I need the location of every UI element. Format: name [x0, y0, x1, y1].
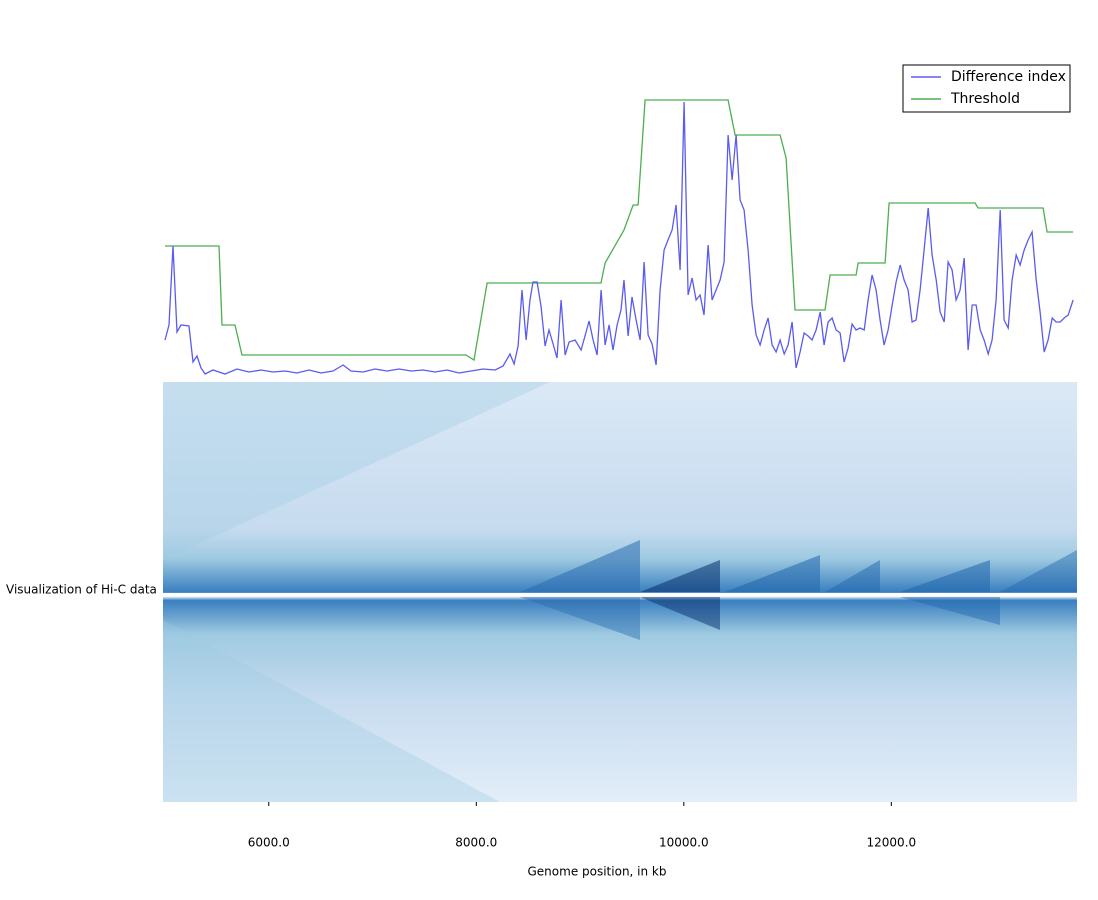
heatmap-diagonal [163, 593, 1077, 596]
series-line [164, 101, 1074, 375]
series-line [165, 99, 1074, 362]
heatmap-domain [900, 560, 990, 592]
heatmap-domain [640, 597, 720, 630]
x-tick-label: 8000.0 [455, 836, 497, 850]
side-label: Visualization of Hi-C data [6, 583, 157, 597]
x-tick-label: 12000.0 [867, 836, 917, 850]
heatmap-domain [900, 597, 1000, 625]
x-tick-label: 10000.0 [659, 836, 709, 850]
heatmap-domain [725, 555, 820, 592]
heatmap-domain [520, 597, 640, 640]
heatmap-domain [1000, 550, 1077, 592]
legend-label: Threshold [950, 91, 1020, 107]
heatmap-domain [825, 560, 880, 592]
hic-heatmap [163, 382, 1077, 802]
legend-box [902, 64, 1071, 113]
legend-label: Difference index [951, 69, 1066, 85]
x-tick-label: 6000.0 [248, 836, 290, 850]
heatmap-domain [520, 540, 640, 592]
heatmap-domain [640, 560, 720, 592]
x-axis-label: Genome position, in kb [528, 865, 667, 879]
heatmap-shade [163, 620, 500, 802]
legend: Difference index Threshold [902, 64, 1071, 113]
heatmap-shade [163, 382, 550, 560]
